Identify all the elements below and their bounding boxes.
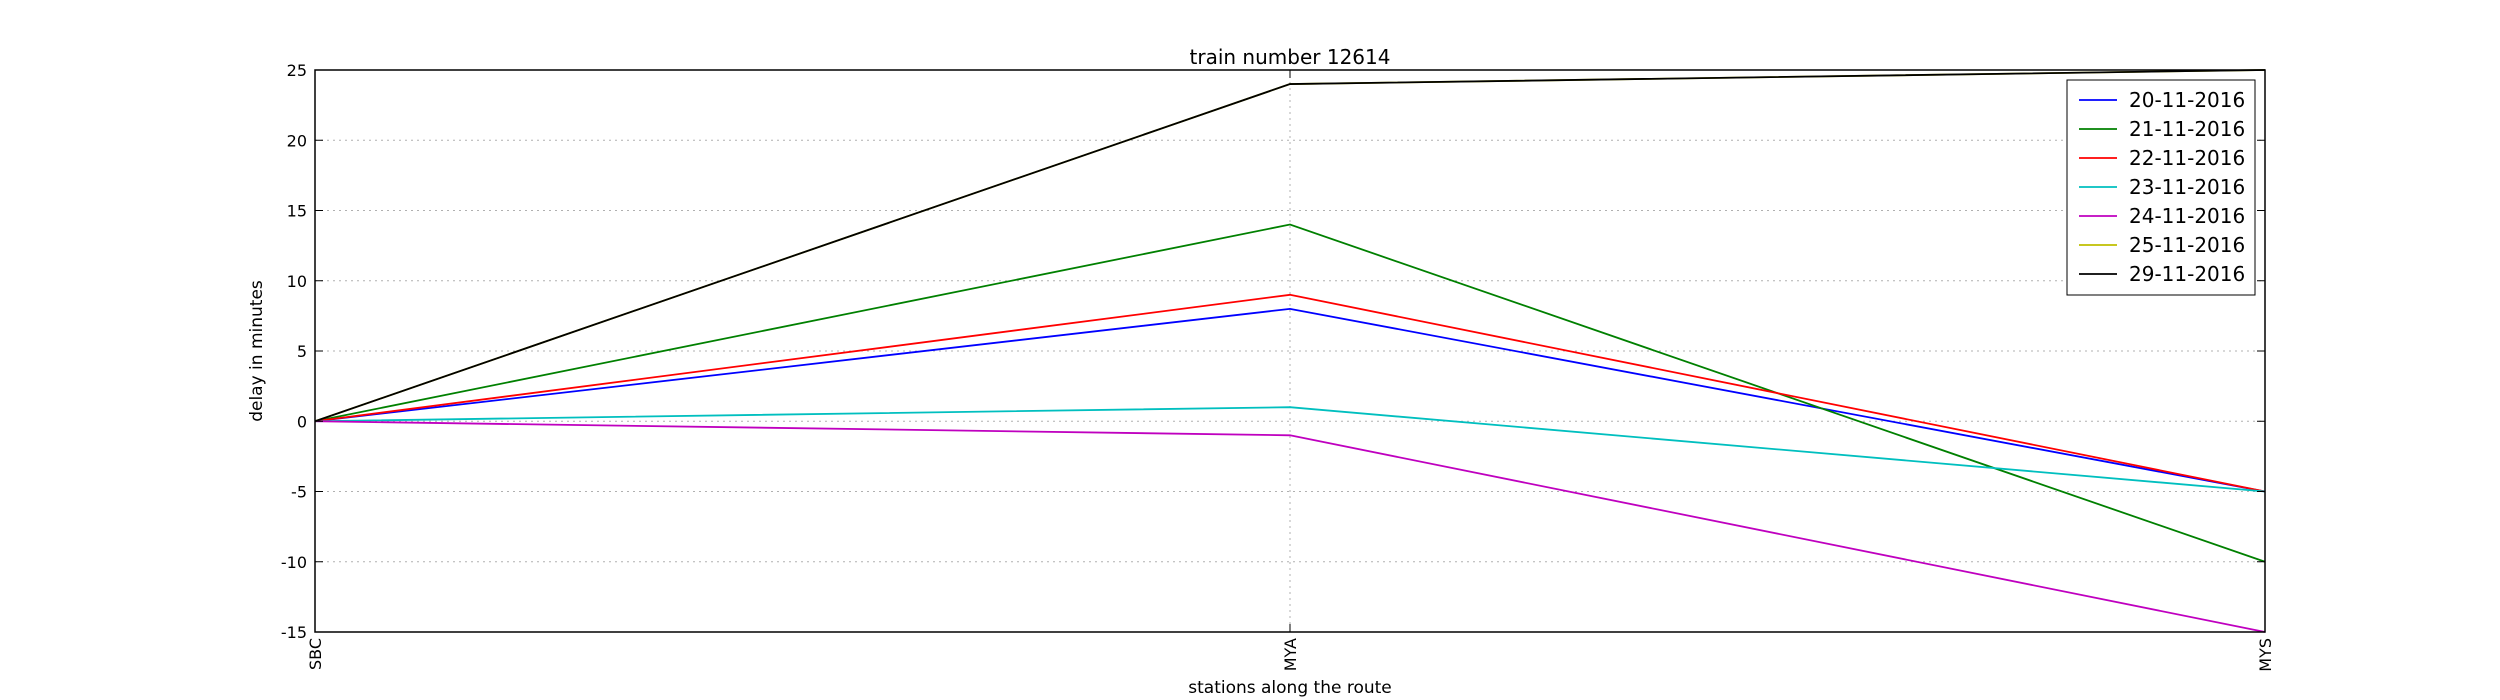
series-line [314,69,2266,423]
legend-label: 20-11-2016 [2129,88,2245,112]
series-line [314,293,2266,493]
legend-label: 21-11-2016 [2129,117,2245,141]
legend-label: 22-11-2016 [2129,146,2245,170]
y-tick-label: 10 [287,272,307,291]
y-tick-label: 20 [287,131,307,150]
series-line [314,406,2266,493]
y-axis-label: delay in minutes [247,280,267,422]
series-line [314,223,2266,563]
y-tick-label: -10 [281,553,307,572]
legend-label: 23-11-2016 [2129,175,2245,199]
x-tick-label: MYS [2256,638,2275,672]
legend-label: 29-11-2016 [2129,262,2245,286]
x-tick-label: MYA [1281,638,1300,671]
legend-label: 24-11-2016 [2129,204,2245,228]
y-tick-label: -5 [291,483,307,502]
y-tick-label: 15 [287,202,307,221]
legend: 20-11-2016 21-11-2016 22-11-2016 23-11-2016… [2066,79,2256,296]
y-tick-label: 0 [297,412,307,431]
legend-label: 25-11-2016 [2129,233,2245,257]
series-line [314,420,2266,633]
y-tick-label: 25 [287,61,307,80]
grid-lines [315,70,2265,632]
y-tick-label: 5 [297,342,307,361]
y-tick-label: -15 [281,623,307,642]
series-line [314,307,2266,493]
axes: -15 -10 -5 0 5 10 15 20 25 SBC MYA MYS [281,61,2275,672]
x-tick-label: SBC [306,638,325,670]
series-lines [314,69,2266,633]
x-axis-label: stations along the route [1188,678,1392,698]
chart-title: train number 12614 [1190,45,1391,69]
